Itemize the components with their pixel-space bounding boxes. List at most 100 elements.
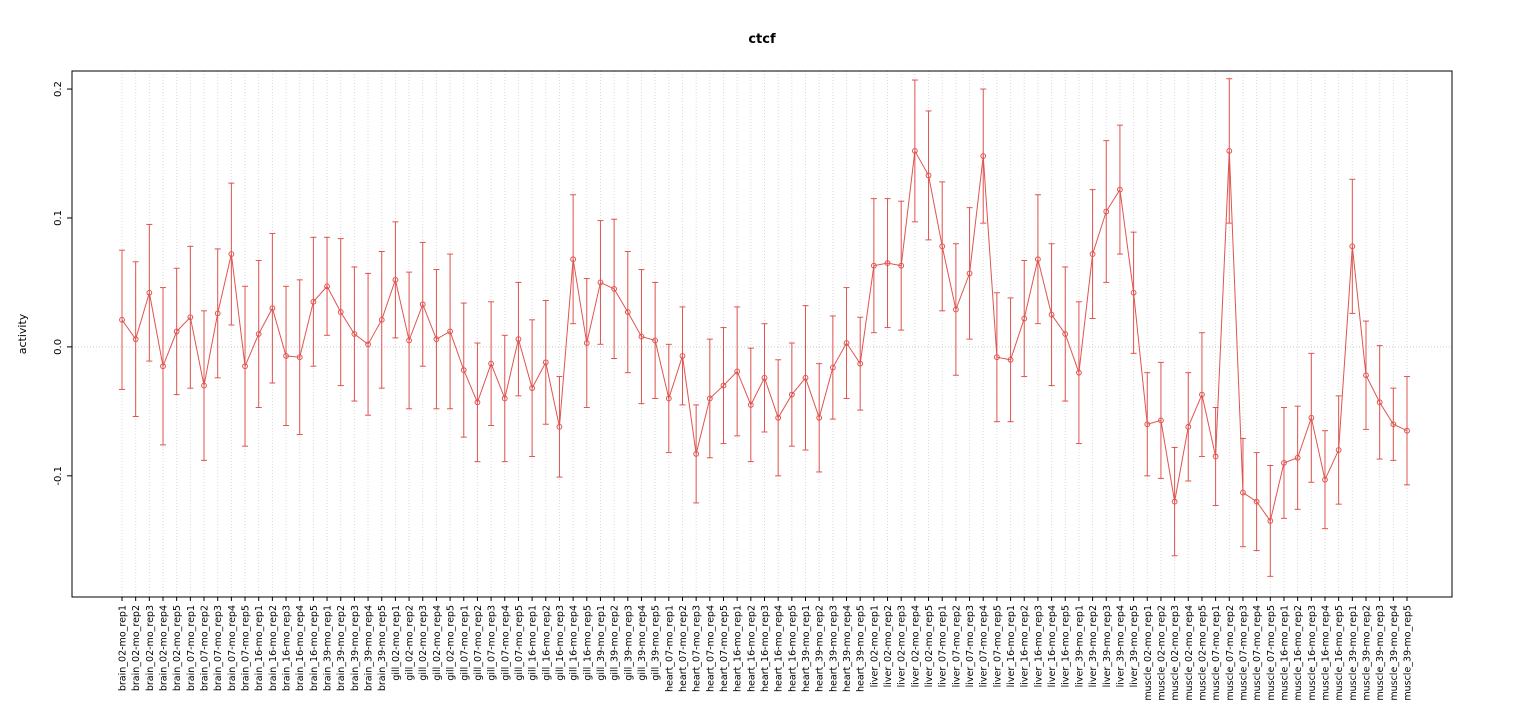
point-marker	[1226, 148, 1233, 154]
point-marker	[993, 354, 1000, 361]
data-point	[857, 316, 864, 411]
x-tick-label: gill_07-mo_rep5	[514, 605, 525, 681]
x-tick-label: gill_16-mo_rep5	[582, 605, 593, 681]
x-tick-label: heart_07-mo_rep5	[719, 605, 730, 692]
x-tick-label: heart_39-mo_rep3	[828, 605, 839, 692]
data-point	[255, 260, 262, 408]
x-tick-label: heart_07-mo_rep3	[692, 605, 703, 692]
data-point	[1362, 320, 1369, 430]
point-marker	[1007, 356, 1014, 363]
point-marker	[706, 395, 713, 402]
point-marker	[829, 364, 836, 371]
point-marker	[173, 328, 180, 335]
y-tick-label: 0.1	[53, 210, 64, 226]
data-point	[1321, 430, 1328, 530]
point-marker	[1130, 289, 1137, 296]
x-tick-label: liver_07-mo_rep5	[992, 605, 1003, 687]
data-point	[966, 207, 973, 340]
data-point	[597, 220, 604, 345]
data-point	[201, 310, 208, 461]
data-point	[747, 347, 754, 463]
x-tick-label: heart_16-mo_rep3	[760, 605, 771, 692]
point-marker	[447, 328, 453, 335]
x-tick-label: muscle_02-mo_rep2	[1156, 605, 1167, 701]
point-marker	[351, 331, 358, 337]
data-point	[378, 250, 385, 389]
data-point	[1103, 140, 1110, 283]
x-tick-label: brain_39-mo_rep4	[364, 605, 375, 691]
data-point	[816, 363, 823, 473]
point-marker	[857, 360, 864, 367]
point-marker	[269, 305, 276, 312]
data-point	[283, 285, 290, 427]
x-tick-label: brain_02-mo_rep5	[172, 605, 183, 691]
x-tick-label: muscle_16-mo_rep3	[1307, 605, 1318, 701]
data-point	[542, 299, 549, 425]
data-point	[611, 218, 618, 359]
point-marker	[146, 289, 153, 296]
data-point	[679, 306, 686, 406]
x-tick-label: brain_16-mo_rep4	[295, 605, 306, 691]
x-tick-label: liver_39-mo_rep5	[1129, 605, 1140, 687]
data-point	[296, 279, 303, 436]
data-point	[1062, 266, 1069, 402]
point-marker	[1035, 256, 1041, 263]
x-tick-label: liver_07-mo_rep1	[938, 605, 949, 687]
data-point	[952, 243, 959, 376]
data-point	[1130, 231, 1137, 354]
point-marker	[734, 368, 741, 375]
x-tick-label: brain_07-mo_rep5	[241, 605, 252, 691]
x-tick-label: brain_16-mo_rep2	[268, 605, 279, 691]
point-marker	[583, 340, 590, 346]
x-tick-label: gill_07-mo_rep1	[459, 605, 470, 681]
x-tick-label: liver_16-mo_rep3	[1033, 605, 1044, 687]
data-point	[1212, 406, 1219, 506]
data-point	[720, 327, 727, 445]
data-point	[1034, 194, 1041, 325]
point-marker	[693, 450, 700, 457]
x-tick-label: heart_07-mo_rep2	[678, 605, 689, 692]
x-tick-label: gill_07-mo_rep4	[500, 605, 511, 681]
x-tick-label: muscle_02-mo_rep4	[1184, 605, 1195, 701]
point-marker	[761, 374, 768, 381]
x-tick-label: heart_07-mo_rep1	[664, 605, 675, 692]
point-marker	[1212, 453, 1219, 460]
data-point	[1376, 345, 1383, 460]
x-tick-label: heart_16-mo_rep2	[746, 605, 757, 692]
data-point	[337, 238, 344, 387]
data-point	[1280, 406, 1287, 519]
data-point	[829, 315, 836, 420]
x-tick-label: muscle_07-mo_rep5	[1266, 605, 1277, 701]
x-tick-label: gill_39-mo_rep5	[651, 605, 662, 681]
point-marker	[419, 301, 426, 308]
point-marker	[119, 316, 125, 323]
point-marker	[201, 382, 207, 389]
point-marker	[1404, 427, 1410, 434]
data-point	[187, 245, 194, 389]
point-marker	[1117, 186, 1123, 193]
point-marker	[624, 309, 631, 315]
x-tick-label: gill_07-mo_rep3	[487, 605, 498, 681]
point-marker	[1376, 399, 1383, 406]
data-point	[980, 88, 987, 224]
y-axis-label: activity	[16, 313, 29, 354]
point-marker	[310, 298, 317, 305]
data-point	[365, 272, 372, 416]
point-marker	[1021, 315, 1028, 322]
point-marker	[501, 395, 508, 402]
point-marker	[1267, 518, 1274, 524]
x-tick-label: muscle_39-mo_rep3	[1375, 605, 1386, 701]
point-marker	[1144, 421, 1151, 428]
point-marker	[1308, 414, 1315, 421]
x-tick-label: muscle_39-mo_rep5	[1403, 605, 1414, 701]
data-point	[1335, 395, 1342, 505]
point-marker	[570, 256, 577, 263]
x-tick-label: brain_02-mo_rep2	[131, 605, 142, 691]
data-point	[1157, 361, 1164, 479]
data-point	[925, 110, 932, 241]
point-marker	[720, 382, 727, 389]
point-marker	[132, 336, 139, 343]
data-point	[447, 253, 454, 410]
point-marker	[378, 316, 385, 323]
x-tick-label: liver_07-mo_rep2	[951, 605, 962, 687]
